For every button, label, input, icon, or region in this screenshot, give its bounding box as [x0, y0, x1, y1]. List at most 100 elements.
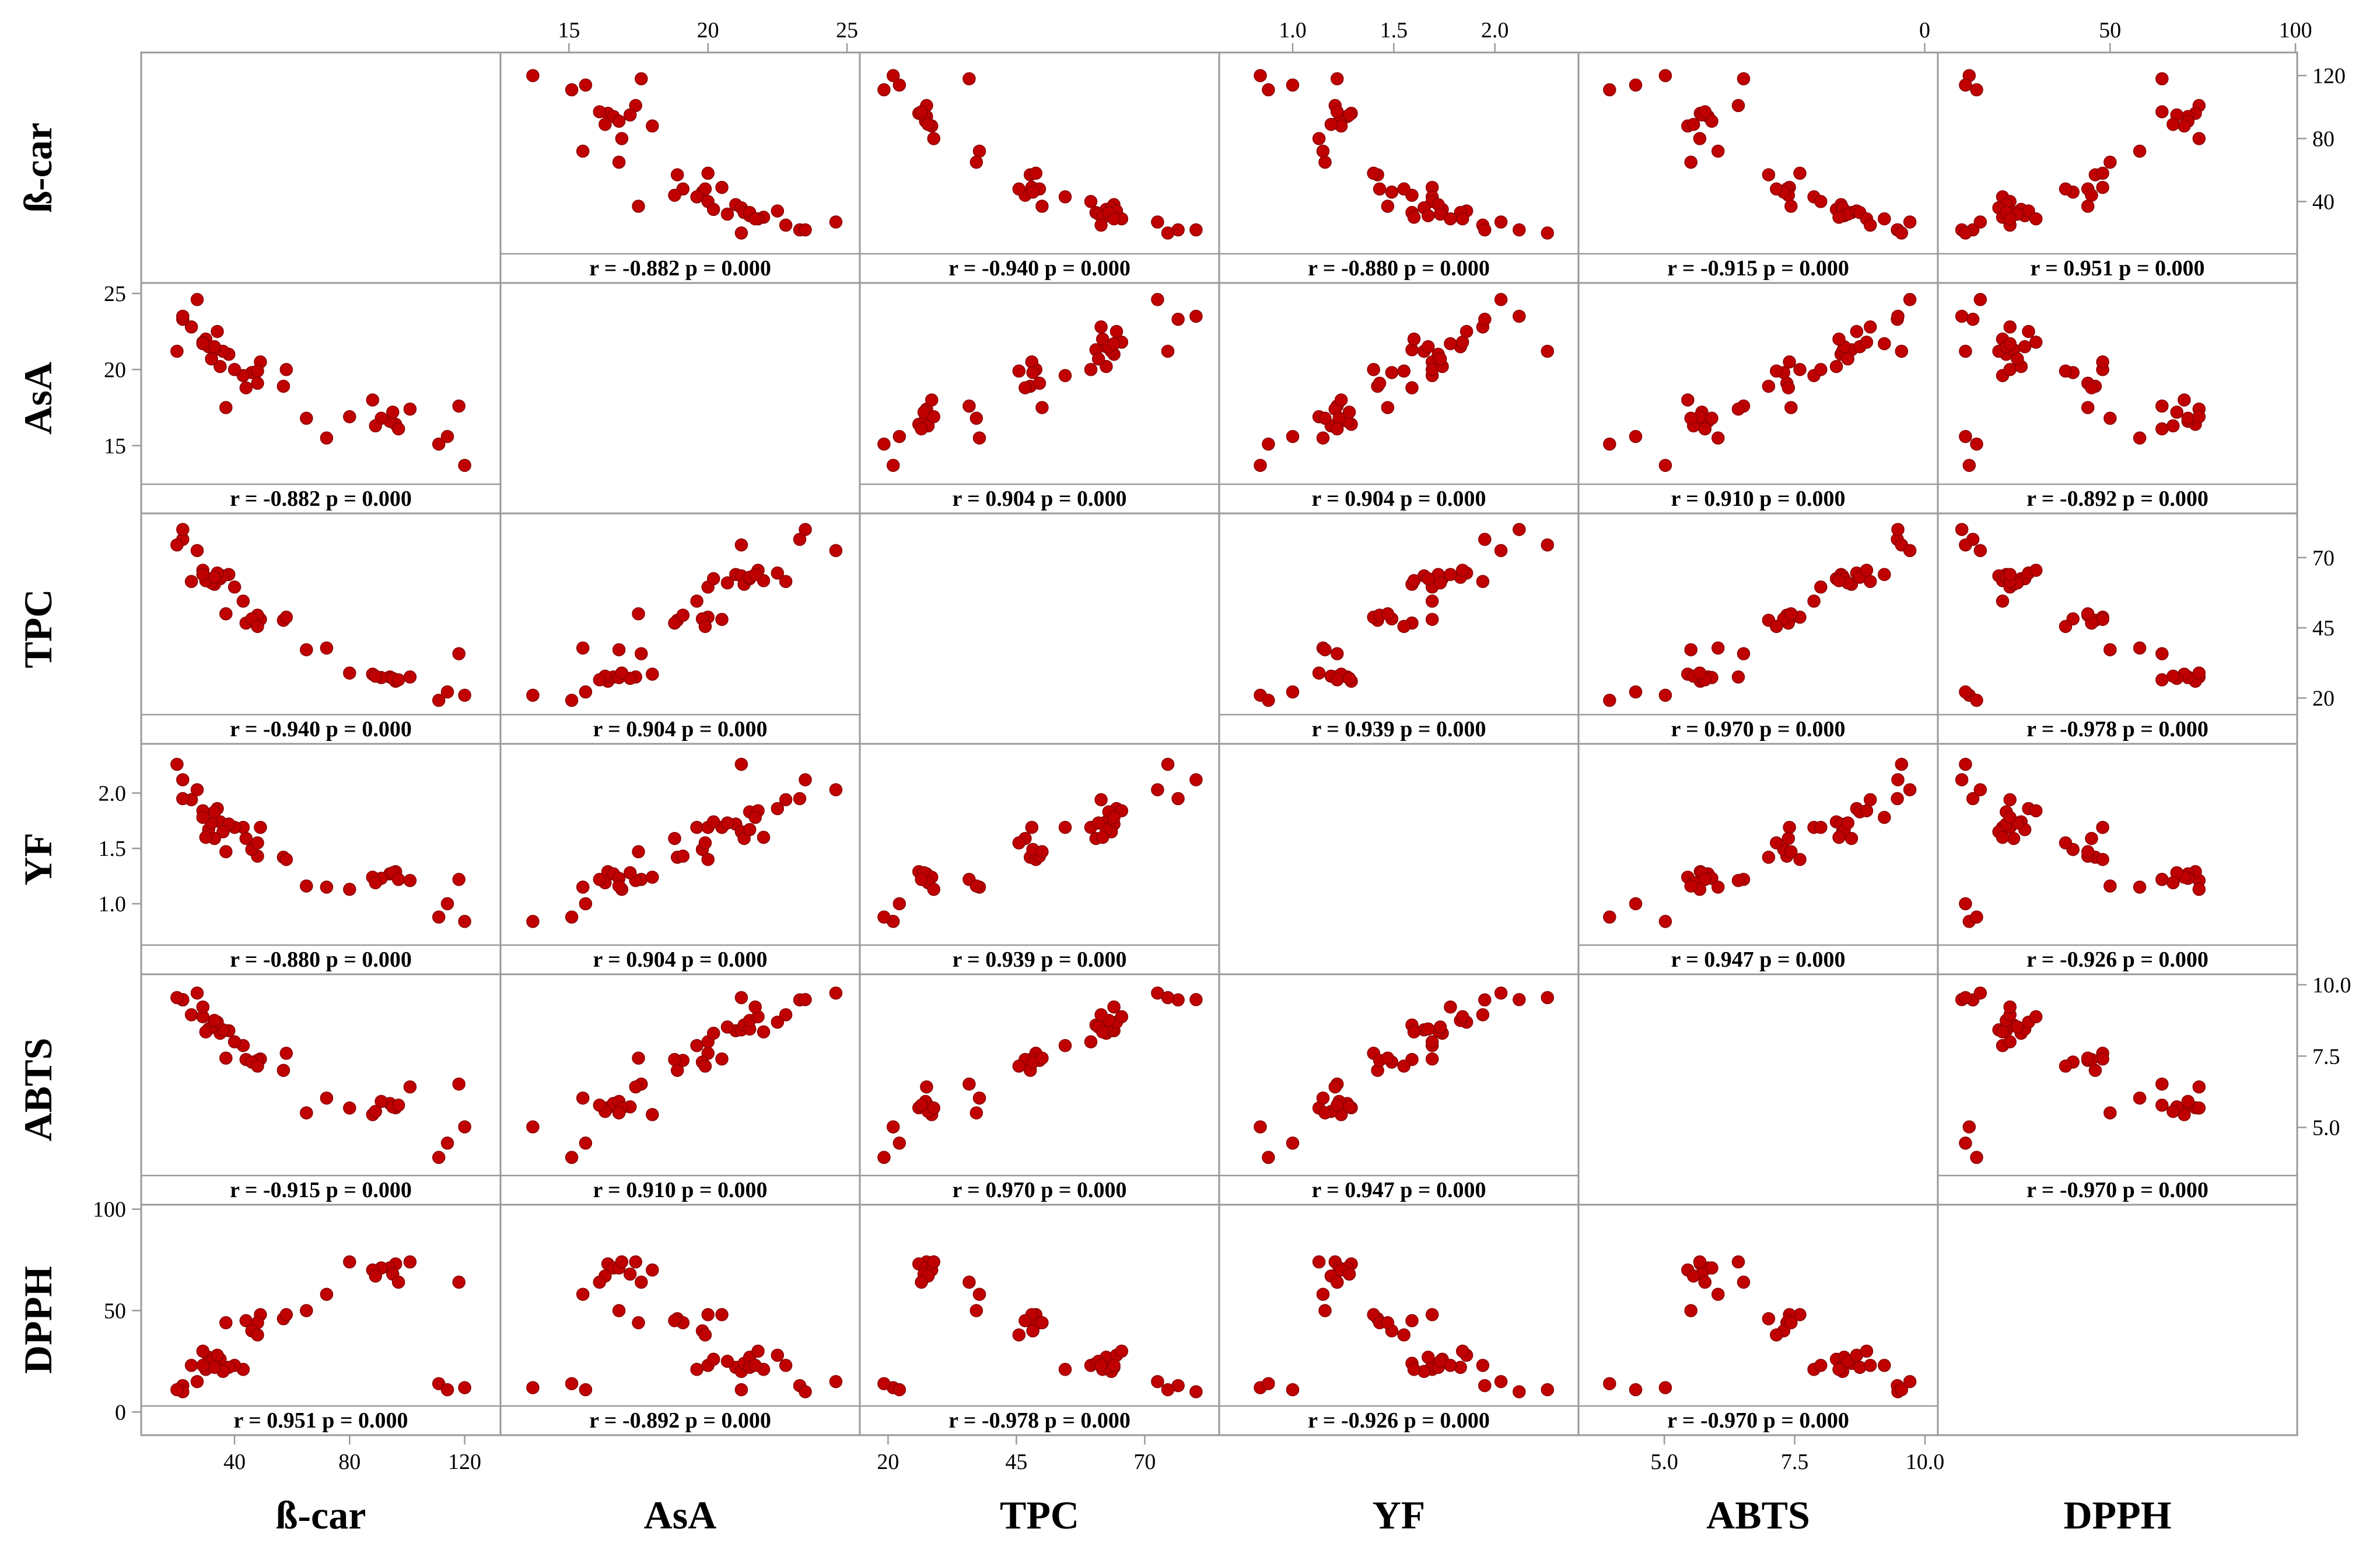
- tick-label-beta-car: 40: [2312, 190, 2334, 214]
- data-point: [646, 119, 659, 133]
- data-point: [963, 1077, 976, 1091]
- data-point: [1996, 1025, 2010, 1038]
- panel-abts-vs-asa: r = 0.910 p = 0.000: [499, 973, 861, 1206]
- data-point: [190, 986, 204, 1000]
- data-point: [452, 399, 466, 413]
- data-point: [1973, 783, 1987, 796]
- data-point: [892, 429, 907, 443]
- data-point: [698, 1059, 712, 1073]
- data-point: [2096, 613, 2109, 626]
- data-point: [1058, 1038, 1072, 1052]
- panel-beta-car-vs-abts: r = -0.915 p = 0.000: [1577, 51, 1939, 284]
- data-point: [1035, 1316, 1049, 1330]
- tick-label-asa: 20: [104, 358, 126, 382]
- data-point: [921, 117, 935, 131]
- correlation-label: r = 0.939 p = 0.000: [1311, 717, 1486, 741]
- data-point: [1955, 309, 1969, 323]
- data-point: [2155, 1077, 2169, 1091]
- panel-frame: [1218, 1204, 1580, 1436]
- data-point: [829, 783, 843, 796]
- tick-label-dpph: 100: [2279, 18, 2312, 43]
- panel-frame: [1577, 973, 1939, 1206]
- data-point: [1035, 1051, 1049, 1065]
- data-point: [369, 876, 382, 890]
- data-point: [771, 566, 785, 580]
- data-point: [1094, 1008, 1108, 1022]
- data-point: [1425, 594, 1439, 608]
- data-point: [1658, 69, 1672, 82]
- correlation-label: r = 0.947 p = 0.000: [1311, 1178, 1486, 1202]
- data-point: [1966, 792, 1980, 806]
- tick-label-beta-car: 80: [338, 1450, 360, 1474]
- data-point: [1684, 1304, 1698, 1317]
- data-point: [1782, 831, 1796, 845]
- data-point: [1342, 1267, 1356, 1281]
- data-point: [963, 72, 976, 86]
- data-point: [184, 575, 198, 588]
- data-point: [276, 1064, 290, 1077]
- data-point: [1783, 355, 1796, 369]
- data-point: [1494, 215, 1508, 229]
- data-point: [1814, 820, 1828, 834]
- data-point: [1476, 575, 1490, 588]
- data-point: [1334, 393, 1348, 407]
- data-point: [1286, 429, 1300, 443]
- correlation-label: r = -0.915 p = 0.000: [1667, 256, 1849, 281]
- data-point: [190, 1374, 204, 1388]
- data-point: [1262, 1377, 1275, 1390]
- data-point: [1860, 1344, 1874, 1358]
- correlation-label: r = -0.970 p = 0.000: [2027, 1178, 2208, 1202]
- data-point: [927, 410, 940, 424]
- data-point: [1686, 1269, 1700, 1283]
- data-point: [1381, 607, 1395, 621]
- tick-label-dpph: 50: [2099, 18, 2121, 43]
- data-point: [2003, 793, 2017, 807]
- panel-frame: [499, 973, 861, 1206]
- data-point: [1693, 132, 1707, 145]
- data-point: [579, 78, 593, 92]
- data-point: [403, 1255, 417, 1269]
- data-point: [1770, 182, 1783, 196]
- data-point: [1903, 293, 1917, 306]
- data-point: [612, 879, 626, 893]
- tick-label-tpc: 70: [1133, 1450, 1156, 1474]
- data-point: [1094, 1359, 1108, 1372]
- panel-asa-vs-dpph: r = -0.892 p = 0.000: [1937, 282, 2298, 515]
- panel-frame: [1577, 743, 1939, 975]
- data-point: [1286, 685, 1300, 699]
- data-point: [1286, 78, 1300, 92]
- data-point: [970, 1106, 984, 1120]
- data-point: [799, 1385, 812, 1398]
- data-point: [440, 1136, 454, 1150]
- data-point: [623, 1267, 637, 1281]
- tick-label-yf: 1.5: [99, 837, 127, 861]
- data-point: [1863, 1359, 1877, 1372]
- data-point: [706, 1352, 720, 1366]
- data-point: [1012, 364, 1026, 378]
- data-point: [799, 773, 812, 786]
- data-point: [1513, 523, 1526, 536]
- data-point: [1959, 991, 1972, 1005]
- data-point: [757, 1025, 771, 1038]
- data-point: [2104, 411, 2117, 425]
- data-point: [593, 105, 607, 118]
- data-point: [1262, 1150, 1275, 1164]
- data-point: [927, 1255, 940, 1269]
- data-point: [698, 836, 712, 850]
- data-point: [1331, 647, 1344, 660]
- data-point: [300, 643, 313, 656]
- data-point: [579, 1383, 593, 1397]
- data-point: [196, 337, 210, 351]
- data-point: [1895, 226, 1909, 240]
- data-point: [458, 1381, 471, 1394]
- data-point: [598, 117, 612, 131]
- data-point: [2003, 1000, 2017, 1014]
- panel-frame: [140, 1204, 502, 1436]
- panel-frame: [1937, 1204, 2298, 1436]
- data-point: [1161, 344, 1175, 358]
- data-point: [706, 815, 720, 828]
- data-point: [690, 1038, 704, 1052]
- data-point: [632, 1051, 645, 1065]
- data-point: [1541, 1383, 1555, 1397]
- data-point: [1762, 168, 1776, 181]
